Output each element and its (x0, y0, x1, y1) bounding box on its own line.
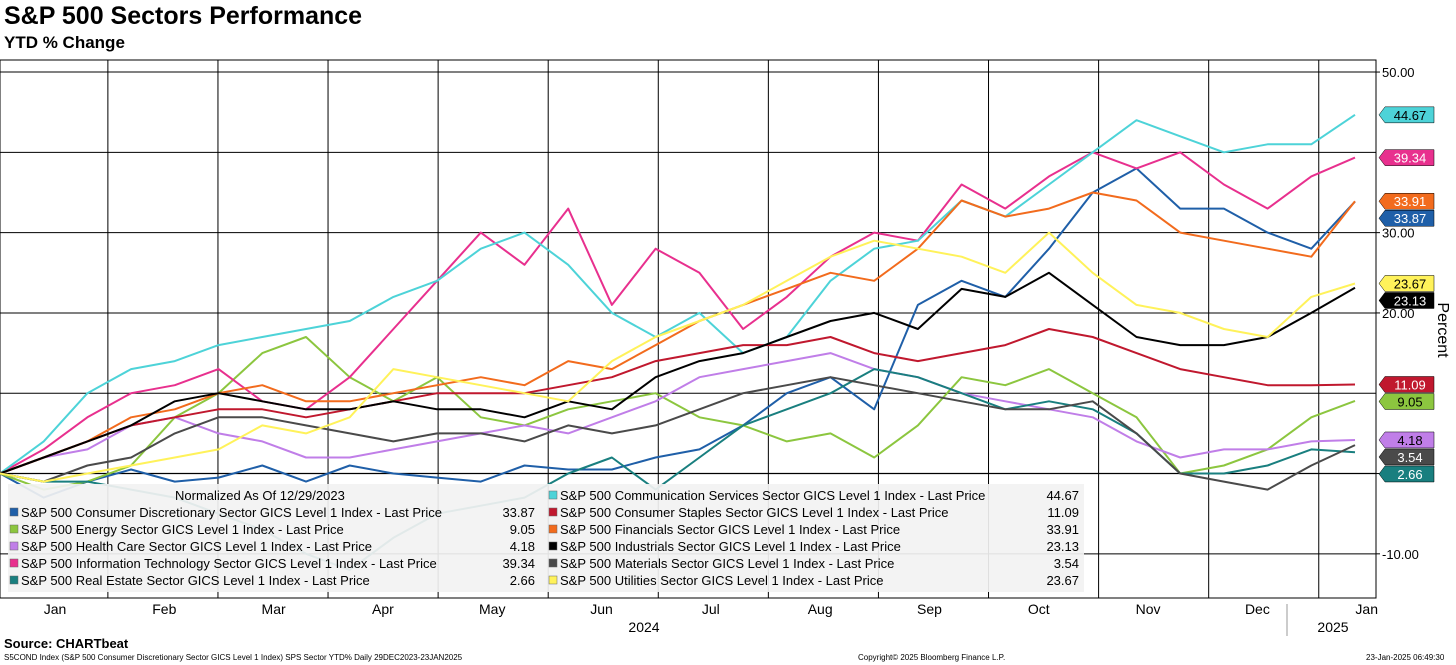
x-tick-label: Jun (590, 601, 613, 617)
series-line (0, 271, 1356, 475)
y-tick-label: 30.00 (1382, 226, 1415, 241)
legend-value: 33.87 (502, 505, 535, 520)
series-line (0, 376, 1356, 491)
x-tick-label: Mar (262, 601, 286, 617)
x-tick-label: May (479, 601, 505, 617)
series-line (0, 191, 1356, 475)
legend-value: 39.34 (502, 556, 535, 571)
legend-value: 9.05 (510, 522, 535, 537)
series-line (0, 336, 1356, 491)
series-line (0, 113, 1356, 475)
legend-value: 23.13 (1046, 539, 1079, 554)
y-tick-label: 20.00 (1382, 306, 1415, 321)
y-tick-label: -10.00 (1382, 547, 1419, 562)
legend-swatch (548, 541, 558, 551)
series-line (0, 328, 1356, 475)
x-year-label: 2024 (628, 619, 659, 635)
last-value-tag (1378, 431, 1435, 449)
last-value-label: 4.18 (1397, 433, 1422, 448)
last-value-tag (1378, 465, 1435, 483)
x-tick-label: Aug (808, 601, 833, 617)
legend-label: S&P 500 Financials Sector GICS Level 1 I… (560, 522, 900, 537)
series-line (0, 167, 1356, 499)
legend-label: S&P 500 Industrials Sector GICS Level 1 … (560, 539, 901, 554)
legend-value: 44.67 (1046, 488, 1079, 503)
legend-swatch (548, 507, 558, 517)
legend-swatch (548, 575, 558, 585)
legend-swatch (9, 541, 19, 551)
legend-label: S&P 500 Communication Services Sector GI… (560, 488, 985, 503)
series-line (0, 352, 1356, 475)
x-year-label: 2025 (1317, 619, 1348, 635)
ticker-footnote: S5COND Index (S&P 500 Consumer Discretio… (4, 653, 463, 662)
legend-swatch (9, 507, 19, 517)
last-value-label: 3.54 (1397, 450, 1422, 465)
last-value-label: 44.67 (1394, 108, 1427, 123)
legend-label: S&P 500 Consumer Discretionary Sector GI… (21, 505, 442, 520)
legend-swatch (548, 490, 558, 500)
x-tick-label: Sep (917, 601, 942, 617)
last-value-label: 11.09 (1394, 377, 1426, 392)
legend-value: 3.54 (1054, 556, 1079, 571)
copyright-note: Copyright© 2025 Bloomberg Finance L.P. (858, 653, 1006, 662)
legend-value: 2.66 (510, 573, 535, 588)
legend-label: S&P 500 Consumer Staples Sector GICS Lev… (560, 505, 949, 520)
legend-label: S&P 500 Utilities Sector GICS Level 1 In… (560, 573, 883, 588)
legend-label: S&P 500 Materials Sector GICS Level 1 In… (560, 556, 894, 571)
last-value-label: 33.91 (1394, 194, 1427, 209)
y-tick-label: 50.00 (1382, 65, 1415, 80)
last-value-label: 23.67 (1394, 276, 1427, 291)
chart-subtitle: YTD % Change (4, 33, 125, 52)
last-value-label: 23.13 (1394, 293, 1427, 308)
last-value-tag (1378, 209, 1435, 227)
y-axis-label: Percent (1434, 302, 1451, 358)
legend-value: 4.18 (510, 539, 535, 554)
legend-value: 23.67 (1046, 573, 1079, 588)
last-value-label: 39.34 (1394, 151, 1427, 166)
legend-label: S&P 500 Energy Sector GICS Level 1 Index… (21, 522, 344, 537)
x-tick-label: Jan (44, 601, 67, 617)
legend-label: S&P 500 Health Care Sector GICS Level 1 … (21, 539, 372, 554)
timestamp-note: 23-Jan-2025 06:49:30 (1366, 653, 1445, 662)
legend-swatch (548, 524, 558, 534)
legend-value: 11.09 (1047, 505, 1079, 520)
last-value-tag (1378, 292, 1435, 309)
chart-title: S&P 500 Sectors Performance (4, 2, 363, 30)
last-value-label: 33.87 (1394, 211, 1427, 226)
x-tick-label: Oct (1028, 601, 1050, 617)
legend-swatch (9, 524, 19, 534)
legend-label: S&P 500 Real Estate Sector GICS Level 1 … (21, 573, 370, 588)
x-tick-label: Nov (1136, 601, 1161, 617)
x-tick-label: Apr (372, 601, 394, 617)
last-value-tag (1378, 376, 1435, 393)
legend-swatch (9, 558, 19, 568)
legend-swatch (548, 558, 558, 568)
last-value-label: 9.05 (1397, 394, 1422, 409)
x-tick-label: Jan (1355, 601, 1378, 617)
last-value-tag (1378, 393, 1435, 410)
last-value-tag (1378, 448, 1435, 466)
series-line (0, 151, 1356, 475)
legend-value: 33.91 (1046, 522, 1079, 537)
last-value-tag (1378, 275, 1435, 292)
last-value-tag (1378, 149, 1435, 166)
x-tick-label: Feb (152, 601, 176, 617)
x-tick-label: Jul (702, 601, 720, 617)
last-value-label: 2.66 (1397, 467, 1422, 482)
legend-swatch (9, 575, 19, 585)
last-value-tag (1378, 106, 1435, 124)
source-note: Source: CHARTbeat (4, 636, 129, 651)
x-tick-label: Dec (1245, 601, 1270, 617)
last-value-tag (1378, 192, 1435, 210)
legend-box (8, 484, 1084, 592)
legend-label: S&P 500 Information Technology Sector GI… (21, 556, 437, 571)
legend-title: Normalized As Of 12/29/2023 (175, 488, 345, 503)
series-line (0, 231, 1356, 483)
